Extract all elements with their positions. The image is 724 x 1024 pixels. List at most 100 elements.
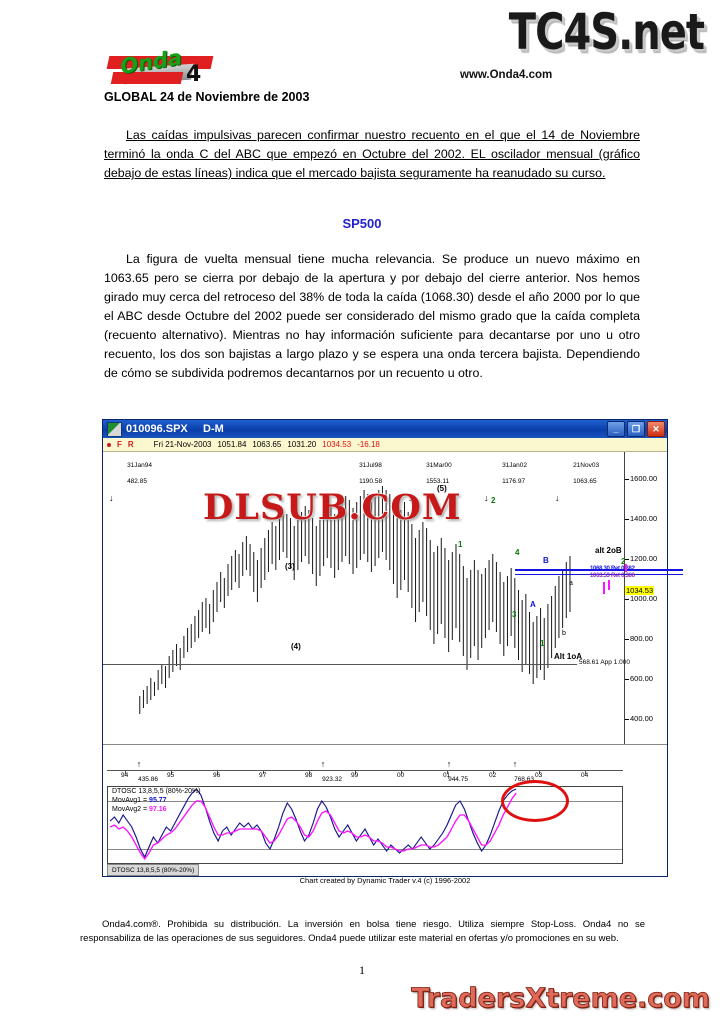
wave-label-green-3: 3: [512, 610, 517, 619]
pivot-top-0-price: 482.85: [127, 478, 147, 485]
pivot-top-2-arrow-icon: ↓: [408, 493, 413, 503]
pivot-bottom-0-price: 435.86: [138, 776, 158, 783]
pivot-bottom-0-arrow-icon: ↑: [136, 759, 142, 769]
oscillator-movavg1-value: 95.77: [149, 797, 167, 804]
body-paragraph: La figura de vuelta mensual tiene mucha …: [104, 252, 640, 380]
ytick-600: 600.00: [625, 674, 667, 683]
pivot-top-2-date: 31Mar00: [426, 462, 452, 469]
wave-label-5: (5): [437, 484, 447, 493]
wave-label-alt-2ob: alt 2oB: [595, 546, 622, 555]
ytick-800: 800.00: [625, 634, 667, 643]
price-axis-box: 1600.00 1400.00 1200.00 1034.53 1000.00 …: [624, 452, 667, 744]
quote-close: 1034.53: [322, 440, 352, 449]
quote-high: 1063.65: [252, 440, 282, 449]
pivot-top-3-date: 31Jan02: [502, 462, 528, 469]
indicator-tab[interactable]: DTOSC 13,8,5,5 (80%-20%): [107, 864, 200, 876]
app-projection-line: [103, 664, 577, 665]
oscillator-lower-band: [108, 849, 622, 850]
xtick-label-98: 98: [305, 772, 313, 779]
oscillator-movavg2-value: 97.16: [149, 806, 167, 813]
quote-open: 1051.84: [217, 440, 247, 449]
xtick-label-03: 03: [535, 772, 543, 779]
xtick-label-02: 02: [489, 772, 497, 779]
disclaimer-text: Onda4.com®. Prohibida su distribución. L…: [80, 919, 645, 944]
pivot-top-1: 31Jul98 1190.58 ↓: [341, 454, 385, 518]
window-title: 010096.SPX D-M: [126, 423, 224, 435]
application-icon: [107, 421, 122, 437]
quote-date: Fri 21-Nov-2003: [153, 440, 212, 449]
oscillator-upper-band: [108, 801, 622, 802]
retracement-label-2: 1063.53 Ret 0.386: [590, 573, 635, 579]
section-title-sp500: SP500: [342, 216, 382, 231]
pivot-top-3-arrow-icon: ↓: [484, 493, 489, 503]
pivot-bottom-1-price: 923.32: [322, 776, 342, 783]
pivot-top-1-date: 31Jul98: [359, 462, 382, 469]
maximize-button[interactable]: ❐: [627, 421, 645, 437]
xtick-label-01: 01: [443, 772, 451, 779]
pivot-top-4-arrow-icon: ↓: [555, 493, 560, 503]
xtick-label-04: 04: [581, 772, 589, 779]
retracement-line-lower: [515, 573, 683, 575]
xtick-mark-2: [217, 770, 218, 774]
price-panel: 31Jan94 482.85 ↓ 31Jul98 1190.58 ↓ 31Mar…: [103, 452, 683, 745]
oscillator-movavg2: MovAvg2 = 97.16: [112, 806, 167, 813]
xtick-mark-8: [493, 770, 494, 774]
oscillator-name: DTOSC 13,8,5,5 (80%-20%): [112, 788, 201, 795]
xtick-mark-1: [171, 770, 172, 774]
pivot-marker-magenta-2: [603, 582, 605, 594]
pivot-bottom-2-arrow-icon: ↑: [446, 759, 452, 769]
oscillator-series: [109, 788, 517, 861]
xtick-mark-6: [401, 770, 402, 774]
pivot-top-2: 31Mar00 1553.11 ↓: [408, 454, 452, 518]
highlight-ellipse-annotation: [501, 780, 569, 822]
xtick-label-00: 00: [397, 772, 405, 779]
page-number: 1: [359, 963, 365, 977]
pivot-top-3: 31Jan02 1176.97 ↓: [484, 454, 528, 518]
website-url: www.Onda4.com: [460, 69, 553, 81]
xtick-label-94: 94: [121, 772, 129, 779]
oscillator-movavg1: MovAvg1 = 95.77: [112, 797, 167, 804]
pivot-bottom-3-price: 768.63: [514, 776, 534, 783]
xtick-mark-7: [447, 770, 448, 774]
window-titlebar[interactable]: 010096.SPX D-M _ ❐ ✕: [103, 420, 667, 438]
chart-window: 010096.SPX D-M _ ❐ ✕ F R Fri 21-Nov-2003…: [102, 419, 683, 885]
plot-area: 31Jan94 482.85 ↓ 31Jul98 1190.58 ↓ 31Mar…: [103, 452, 683, 885]
wave-label-small-b: b: [562, 630, 566, 637]
pivot-marker-magenta-3: [608, 580, 610, 590]
pivot-top-1-arrow-icon: ↓: [341, 493, 346, 503]
minimize-button[interactable]: _: [607, 421, 625, 437]
ytick-400: 400.00: [625, 714, 667, 723]
app-projection-label: 568.61 App 1.000: [579, 659, 630, 666]
xtick-mark-3: [263, 770, 264, 774]
oscillator-movavg1-label: MovAvg1 =: [112, 797, 148, 804]
quote-low: 1031.20: [287, 440, 317, 449]
retracement-lines: [515, 569, 683, 575]
wave-label-green-alt-2: 2: [621, 557, 626, 566]
ytick-1400: 1400.00: [625, 514, 667, 523]
chart-credit: Chart created by Dynamic Trader v.4 (c) …: [299, 876, 471, 885]
pivot-top-0: 31Jan94 482.85 ↓: [109, 454, 153, 518]
pivot-top-4-date: 21Nov03: [573, 462, 600, 469]
pivot-bottom-2-price: 944.75: [448, 776, 468, 783]
ytick-1600: 1600.00: [625, 474, 667, 483]
close-button[interactable]: ✕: [647, 421, 665, 437]
quote-databar: F R Fri 21-Nov-2003 1051.84 1063.65 1031…: [103, 438, 667, 452]
wave-label-4: (4): [291, 642, 301, 651]
pivot-bottom-3-arrow-icon: ↑: [512, 759, 518, 769]
flag-f[interactable]: F: [117, 440, 122, 449]
date-axis-line: [107, 770, 623, 771]
wave-label-small-a: a: [569, 580, 573, 587]
tc4s-brand-logo: TC4S.net: [508, 4, 705, 62]
retracement-label-1: 1068.30 Ret 0.382: [590, 566, 635, 572]
onda-logo-number: 4: [186, 62, 202, 87]
xtick-mark-4: [309, 770, 310, 774]
wave-label-3: (3): [285, 562, 295, 571]
xtick-label-95: 95: [167, 772, 175, 779]
xtick-mark-9: [539, 770, 540, 774]
flag-r[interactable]: R: [127, 440, 134, 449]
ytick-1200: 1200.00: [625, 554, 667, 563]
xtick-label-96: 96: [213, 772, 221, 779]
wave-label-alt-1oa: Alt 1oA: [554, 652, 582, 661]
pivot-top-0-date: 31Jan94: [127, 462, 153, 469]
